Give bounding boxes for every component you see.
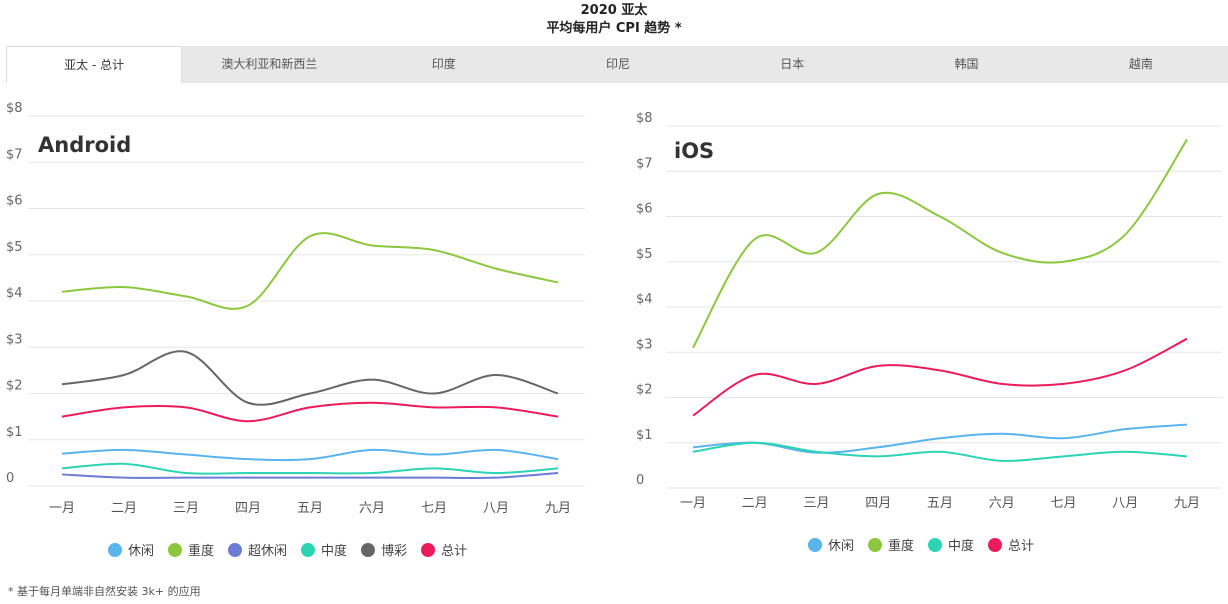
android-x-tick-label: 七月: [421, 501, 447, 516]
tab-vietnam[interactable]: 越南: [1128, 57, 1153, 71]
ios-x-tick-label: 五月: [927, 496, 953, 511]
android-legend: 休闲 重度 超休闲 中度 博彩 总计: [108, 540, 467, 559]
ios-x-tick-label: 九月: [1174, 496, 1200, 511]
android-x-tick-label: 二月: [111, 501, 137, 516]
legend-dot-icon: [808, 537, 822, 552]
ios-legend-item[interactable]: 中度: [928, 535, 974, 554]
android-legend-label: 中度: [321, 544, 348, 559]
ios-legend: 休闲 重度 中度 总计: [808, 535, 1034, 554]
ios-y-tick-label: $4: [636, 292, 653, 307]
android-y-tick-label: $1: [6, 425, 23, 440]
legend-dot-icon: [301, 542, 316, 557]
ios-x-tick-label: 六月: [989, 496, 1015, 511]
ios-series-line: [692, 423, 1188, 454]
legend-dot-icon: [421, 542, 436, 557]
tab-anz[interactable]: 澳大利亚和新西兰: [221, 57, 318, 71]
region-tabs: 亚太 - 总计 澳大利亚和新西兰 印度 印尼 日本 韩国 越南: [6, 46, 1228, 83]
android-y-tick-label: $5: [6, 240, 23, 255]
ios-series-line: [692, 337, 1188, 417]
chart-title-line1: 2020 亚太: [580, 3, 648, 18]
android-legend-item[interactable]: 休闲: [108, 540, 154, 559]
android-y-tick-label: 0: [6, 471, 14, 486]
ios-series-line: [692, 139, 1188, 349]
android-x-tick-label: 三月: [173, 501, 199, 516]
android-x-tick-label: 九月: [545, 501, 571, 516]
android-x-tick-label: 五月: [297, 501, 323, 516]
android-y-tick-label: $6: [6, 194, 23, 209]
android-x-tick-label: 八月: [483, 501, 509, 516]
ios-y-tick-label: $7: [636, 156, 653, 171]
android-chart: 0 $1 $2 $3 $4 $5 $6 $7 $8 一月 二月 三月 四月 五月 六月 七月 八月 九月 Andro…: [0, 92, 600, 531]
android-y-tick-label: $3: [6, 332, 23, 347]
android-x-tick-label: 四月: [235, 501, 261, 516]
ios-series-line: [692, 441, 1188, 462]
legend-dot-icon: [108, 542, 122, 557]
android-y-tick-label: $4: [6, 286, 23, 301]
android-platform-title: Android: [38, 133, 131, 157]
android-y-tick-label: $7: [6, 147, 23, 162]
chart-title-line2: 平均每用户 CPI 趋势 *: [546, 21, 682, 36]
ios-legend-item[interactable]: 重度: [868, 535, 914, 554]
ios-y-tick-label: $1: [636, 428, 653, 443]
android-series-line: [61, 472, 559, 480]
ios-y-tick-label: 0: [636, 473, 644, 488]
legend-dot-icon: [988, 537, 1003, 552]
android-legend-item[interactable]: 中度: [301, 540, 347, 559]
ios-platform-title: iOS: [674, 139, 714, 163]
android-x-tick-label: 六月: [359, 501, 385, 516]
ios-legend-label: 总计: [1008, 539, 1035, 554]
ios-chart-svg: 0 $1 $2 $3 $4 $5 $6 $7 $8 一月 二月 三月 四月 五月 六月 七月 八月 九月 iOS: [636, 111, 1222, 511]
tab-japan[interactable]: 日本: [780, 57, 805, 71]
android-series-line: [61, 232, 559, 310]
ios-chart: 0 $1 $2 $3 $4 $5 $6 $7 $8 一月 二月 三月 四月 五月 六月 七月 八月 九月 iOS: [630, 92, 1228, 526]
android-legend-label: 超休闲: [248, 544, 288, 559]
android-legend-label: 博彩: [381, 544, 408, 559]
tab-india[interactable]: 印度: [431, 57, 456, 71]
ios-x-tick-label: 一月: [680, 496, 706, 511]
ios-legend-item[interactable]: 总计: [988, 535, 1034, 554]
android-series-line: [61, 401, 559, 423]
android-series-line: [61, 462, 559, 475]
tab-apac-total[interactable]: 亚太 - 总计: [6, 46, 183, 83]
ios-x-tick-label: 三月: [803, 496, 829, 511]
legend-dot-icon: [361, 542, 376, 557]
ios-y-tick-label: $6: [636, 202, 653, 217]
android-y-tick-label: $2: [6, 379, 23, 394]
chart-title-block: 2020 亚太 平均每用户 CPI 趋势 *: [0, 2, 1228, 38]
android-legend-item[interactable]: 博彩: [361, 540, 407, 559]
android-x-tick-label: 一月: [49, 501, 75, 516]
ios-y-tick-label: $3: [636, 337, 653, 352]
ios-y-tick-label: $5: [636, 247, 653, 262]
ios-legend-item[interactable]: 休闲: [808, 535, 854, 554]
ios-y-tick-label: $8: [636, 111, 653, 126]
android-series-line: [61, 350, 559, 406]
ios-x-tick-label: 四月: [865, 496, 891, 511]
ios-legend-label: 休闲: [828, 539, 855, 554]
ios-x-tick-label: 七月: [1050, 496, 1076, 511]
android-legend-item[interactable]: 重度: [168, 540, 214, 559]
android-chart-svg: 0 $1 $2 $3 $4 $5 $6 $7 $8 一月 二月 三月 四月 五月 六月 七月 八月 九月 Andro…: [6, 101, 585, 516]
android-legend-item[interactable]: 总计: [421, 540, 467, 559]
ios-x-tick-label: 二月: [742, 496, 768, 511]
android-legend-label: 休闲: [128, 544, 155, 559]
ios-x-tick-label: 八月: [1112, 496, 1138, 511]
tab-korea[interactable]: 韩国: [954, 57, 979, 71]
legend-dot-icon: [168, 542, 183, 557]
android-legend-label: 重度: [188, 544, 215, 559]
android-legend-item[interactable]: 超休闲: [228, 540, 287, 559]
footnote: * 基于每月单端非自然安装 3k+ 的应用: [8, 585, 201, 598]
ios-legend-label: 中度: [948, 539, 975, 554]
legend-dot-icon: [228, 542, 243, 557]
ios-legend-label: 重度: [888, 539, 915, 554]
legend-dot-icon: [868, 537, 883, 552]
legend-dot-icon: [928, 537, 943, 552]
android-y-tick-label: $8: [6, 101, 23, 116]
android-legend-label: 总计: [441, 544, 468, 559]
ios-y-tick-label: $2: [636, 383, 653, 398]
android-series-line: [61, 448, 559, 462]
tab-indonesia[interactable]: 印尼: [605, 57, 630, 71]
